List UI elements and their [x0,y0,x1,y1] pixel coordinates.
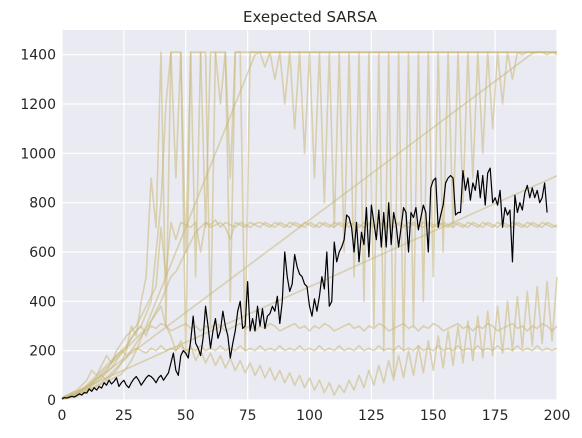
mean-series-line [61,167,548,400]
mean-line [61,167,548,400]
x-tick-labels: 0 25 50 75 100 125 150 175 200 [58,408,571,424]
y-tick-labels: 0 200 400 600 800 1000 1200 1400 [20,48,56,409]
y-tick-label: 1400 [20,48,56,64]
y-tick-label: 600 [29,245,56,261]
y-tick-label: 0 [47,393,56,409]
x-tick-label: 175 [482,408,509,424]
run-line-8 [61,51,557,400]
run-lines [61,51,558,401]
y-tick-label: 200 [29,344,56,360]
run-line-9 [61,51,557,401]
chart-title: Exepected SARSA [243,8,378,26]
y-tick-label: 1000 [20,146,56,162]
x-tick-label: 75 [239,408,257,424]
x-tick-label: 100 [296,408,323,424]
run-line-4 [61,221,558,399]
y-tick-label: 1200 [20,97,56,113]
x-tick-label: 25 [115,408,133,424]
y-tick-label: 400 [29,294,56,310]
y-tick-label: 800 [29,196,56,212]
x-tick-label: 125 [358,408,385,424]
x-tick-label: 0 [58,408,67,424]
run-line-10 [61,175,558,399]
x-tick-label: 150 [420,408,447,424]
x-tick-label: 50 [177,408,195,424]
x-tick-label: 200 [544,408,571,424]
